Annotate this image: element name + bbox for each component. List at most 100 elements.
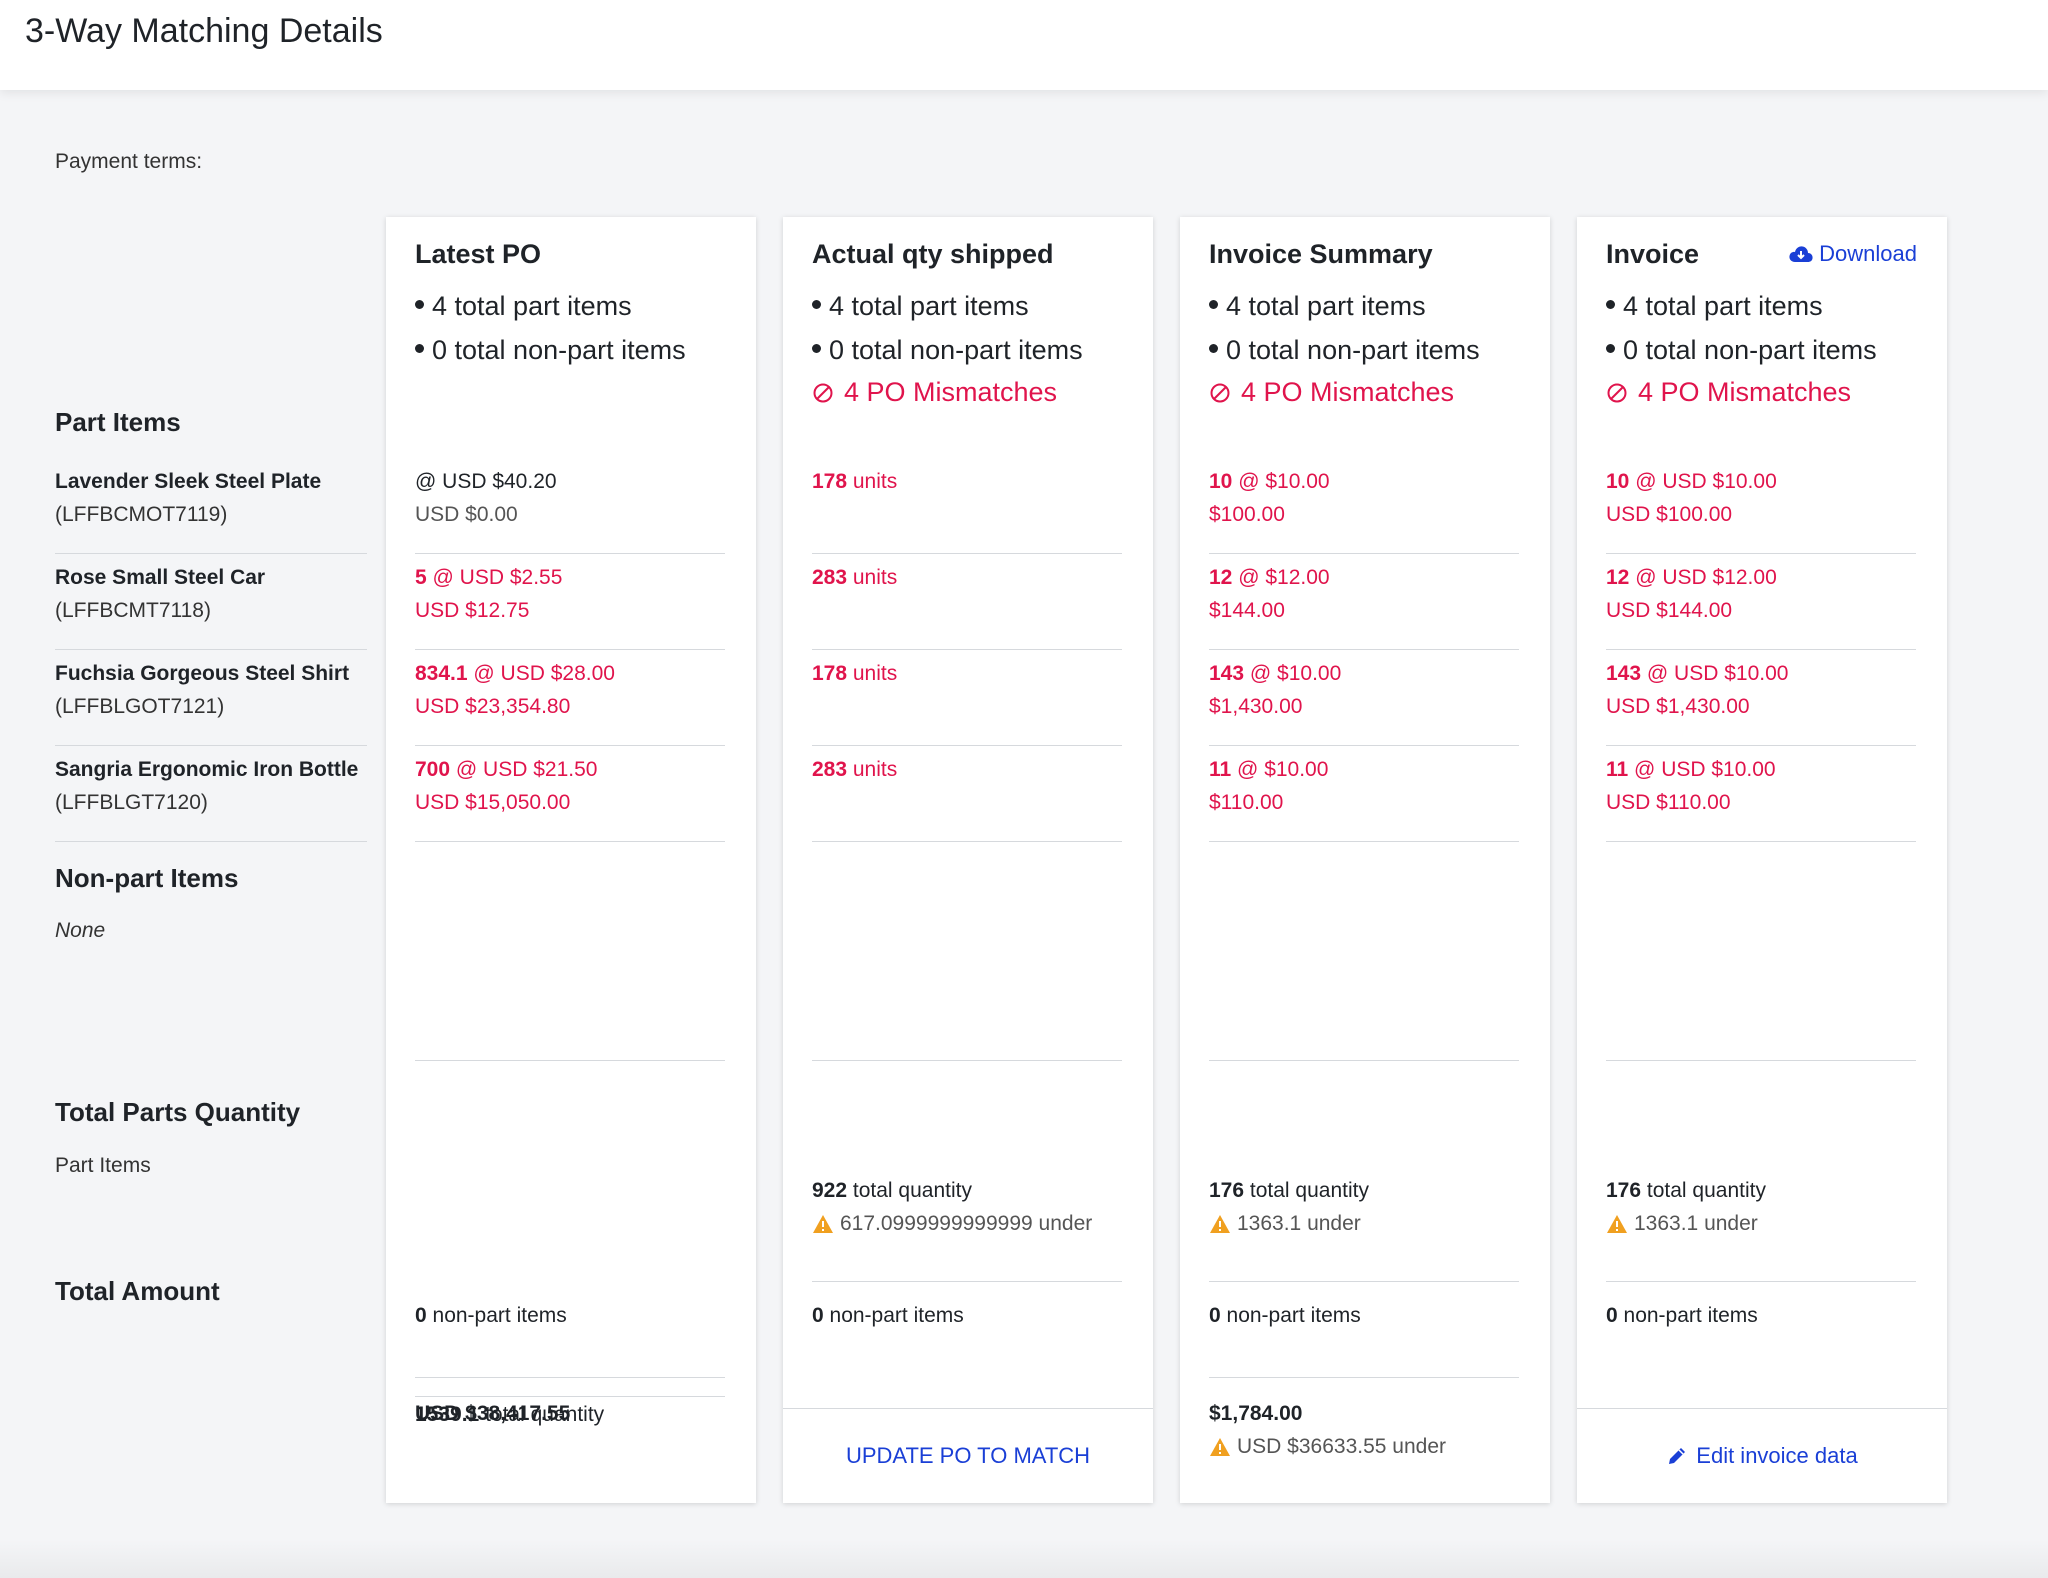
non-part-section xyxy=(415,842,725,1061)
po-row: 834.1 @ USD $28.00 USD $23,354.80 xyxy=(415,650,725,746)
under-quantity: 617.0999999999999 under xyxy=(812,1212,1092,1240)
non-part-count: 0 non-part items xyxy=(1209,1304,1361,1327)
non-part-count: 0 non-part items xyxy=(415,1304,567,1327)
po-row: 5 @ USD $2.55 USD $12.75 xyxy=(415,554,725,650)
part-items-count: 4 total part items xyxy=(415,291,632,322)
invoice-row: 11 @ USD $10.00 USD $110.00 xyxy=(1606,746,1916,842)
edit-invoice-data-button[interactable]: Edit invoice data xyxy=(1577,1408,1947,1503)
po-row: 700 @ USD $21.50 USD $15,050.00 xyxy=(415,746,725,842)
line-total: USD $12.75 xyxy=(415,599,530,622)
total-qty-part-items-label: Part Items xyxy=(55,1154,151,1177)
part-label-row: Lavender Sleek Steel Plate (LFFBCMOT7119… xyxy=(55,458,367,554)
qty-price: 834.1 @ USD $28.00 xyxy=(415,662,615,685)
total-quantity: 176 total quantity xyxy=(1209,1179,1369,1202)
part-name: Fuchsia Gorgeous Steel Shirt xyxy=(55,662,350,685)
update-po-to-match-button[interactable]: UPDATE PO TO MATCH xyxy=(783,1408,1153,1503)
unit-price: @ USD $40.20 xyxy=(415,470,557,493)
line-total: USD $100.00 xyxy=(1606,503,1733,526)
non-part-count-cell: 0 non-part items xyxy=(812,1282,1122,1378)
non-part-items-count: 0 total non-part items xyxy=(812,335,1083,366)
summary-row: 12 @ $12.00 $144.00 xyxy=(1209,554,1519,650)
part-label-row: Fuchsia Gorgeous Steel Shirt (LFFBLGOT71… xyxy=(55,650,367,746)
units-shipped: 178 units xyxy=(812,470,898,493)
shipped-row: 283 units xyxy=(812,746,1122,842)
card-title: Invoice Summary xyxy=(1209,239,1433,269)
qty-price: 11 @ USD $10.00 xyxy=(1606,758,1776,781)
summary-row: 143 @ $10.00 $1,430.00 xyxy=(1209,650,1519,746)
line-total: USD $144.00 xyxy=(1606,599,1733,622)
page-header: 3-Way Matching Details xyxy=(0,0,2048,90)
total-qty-cell: 1539.1 total quantity xyxy=(415,1285,725,1426)
total-qty-cell: 922 total quantity 617.0999999999999 und… xyxy=(812,1061,1122,1282)
latest-po-card: Latest PO 4 total part items 0 total non… xyxy=(386,217,756,1503)
po-mismatches-alert: 4 PO Mismatches xyxy=(1606,377,1851,408)
part-items-count: 4 total part items xyxy=(1606,291,1823,322)
line-total: USD $15,050.00 xyxy=(415,791,571,814)
line-total: $100.00 xyxy=(1209,503,1285,526)
part-label-row: Sangria Ergonomic Iron Bottle (LFFBLGT71… xyxy=(55,746,367,842)
card-title: Actual qty shipped xyxy=(812,239,1054,269)
total-quantity: 1539.1 total quantity xyxy=(415,1403,605,1426)
line-total: $110.00 xyxy=(1209,791,1284,814)
non-part-count: 0 non-part items xyxy=(812,1304,964,1327)
cloud-download-icon xyxy=(1789,246,1813,262)
non-part-none-text: None xyxy=(55,919,106,942)
part-name: Rose Small Steel Car xyxy=(55,566,266,589)
total-quantity: 176 total quantity xyxy=(1606,1179,1766,1202)
warning-icon xyxy=(1210,1215,1230,1233)
non-part-count: 0 non-part items xyxy=(1606,1304,1758,1327)
part-items-count: 4 total part items xyxy=(812,291,1029,322)
part-code: (LFFBCMOT7119) xyxy=(55,503,228,526)
part-code: (LFFBLGOT7121) xyxy=(55,695,225,718)
card-title: Invoice xyxy=(1606,239,1700,269)
part-label-row: Rose Small Steel Car (LFFBCMT7118) xyxy=(55,554,367,650)
non-part-items-count: 0 total non-part items xyxy=(415,335,686,366)
shipped-row: 178 units xyxy=(812,650,1122,746)
under-quantity: 1363.1 under xyxy=(1606,1212,1758,1240)
pencil-icon xyxy=(1669,1448,1686,1464)
total-qty-cell: 176 total quantity 1363.1 under xyxy=(1606,1061,1916,1282)
under-quantity: 1363.1 under xyxy=(1209,1212,1361,1240)
qty-price: 143 @ USD $10.00 xyxy=(1606,662,1789,685)
line-total: USD $23,354.80 xyxy=(415,695,571,718)
total-amount-heading: Total Amount xyxy=(55,1276,220,1306)
total-amount: USD $38,417.55 xyxy=(415,1402,571,1425)
invoice-row: 12 @ USD $12.00 USD $144.00 xyxy=(1606,554,1916,650)
qty-price: 12 @ $12.00 xyxy=(1209,566,1330,589)
shipped-row: 283 units xyxy=(812,554,1122,650)
total-parts-quantity-heading: Total Parts Quantity xyxy=(55,1097,301,1127)
qty-price: 700 @ USD $21.50 xyxy=(415,758,598,781)
card-title: Latest PO xyxy=(415,239,542,269)
summary-row: 11 @ $10.00 $110.00 xyxy=(1209,746,1519,842)
total-amount-cell: $1,784.00 USD $36633.55 under xyxy=(1209,1378,1519,1488)
part-code: (LFFBCMT7118) xyxy=(55,599,211,622)
part-items-heading: Part Items xyxy=(55,407,181,437)
download-link[interactable]: Download xyxy=(1789,241,1917,267)
qty-price: 10 @ $10.00 xyxy=(1209,470,1330,493)
non-part-count-cell: 0 non-part items xyxy=(1606,1282,1916,1378)
prohibited-icon xyxy=(1607,383,1627,402)
line-total: $144.00 xyxy=(1209,599,1285,622)
qty-price: 12 @ USD $12.00 xyxy=(1606,566,1777,589)
qty-price: 10 @ USD $10.00 xyxy=(1606,470,1777,493)
non-part-items-count: 0 total non-part items xyxy=(1209,335,1480,366)
po-row: @ USD $40.20 USD $0.00 xyxy=(415,458,725,554)
total-amount: $1,784.00 xyxy=(1209,1402,1303,1425)
line-total: USD $0.00 xyxy=(415,503,518,526)
non-part-count-cell: 0 non-part items xyxy=(1209,1282,1519,1378)
units-shipped: 178 units xyxy=(812,662,898,685)
shipped-row: 178 units xyxy=(812,458,1122,554)
non-part-items-count: 0 total non-part items xyxy=(1606,335,1877,366)
qty-price: 11 @ $10.00 xyxy=(1209,758,1329,781)
prohibited-icon xyxy=(813,383,833,402)
line-total: USD $110.00 xyxy=(1606,791,1731,814)
actual-qty-shipped-card: Actual qty shipped 4 total part items 0 … xyxy=(783,217,1153,1503)
total-amount-cell: USD $38,417.55 xyxy=(415,1378,725,1478)
invoice-summary-card: Invoice Summary 4 total part items 0 tot… xyxy=(1180,217,1550,1503)
total-quantity: 922 total quantity xyxy=(812,1179,972,1202)
units-shipped: 283 units xyxy=(812,758,898,781)
invoice-card: Invoice Download 4 total part items 0 to… xyxy=(1577,217,1947,1503)
page-title: 3-Way Matching Details xyxy=(25,12,383,50)
warning-icon xyxy=(813,1215,833,1233)
non-part-section xyxy=(812,842,1122,1061)
